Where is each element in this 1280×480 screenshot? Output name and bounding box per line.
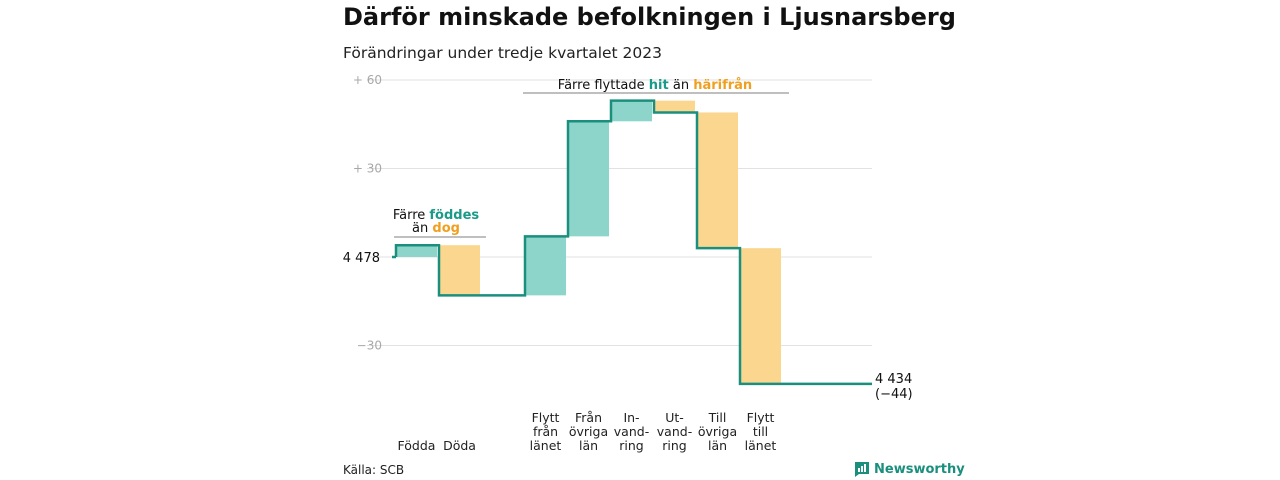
category-label: Flytt bbox=[747, 410, 775, 425]
newsworthy-logo-icon bbox=[855, 462, 869, 477]
waterfall-bar bbox=[525, 236, 566, 296]
category-label: ring bbox=[662, 438, 686, 453]
category-label: Flytt bbox=[532, 410, 560, 425]
waterfall-bar bbox=[568, 121, 609, 237]
step-line bbox=[394, 99, 872, 386]
chart-title: Därför minskade befolkningen i Ljusnarsb… bbox=[343, 3, 956, 31]
bar-layer bbox=[396, 100, 781, 384]
waterfall-bar bbox=[396, 245, 437, 257]
category-label: vand- bbox=[614, 424, 649, 439]
category-label: In- bbox=[623, 410, 639, 425]
chart-subtitle: Förändringar under tredje kvartalet 2023 bbox=[343, 44, 662, 62]
y-tick-label: −30 bbox=[357, 339, 382, 353]
annotation-moves: Färre flyttade hit än härifrån bbox=[558, 78, 752, 93]
category-label: länet bbox=[530, 438, 562, 453]
waterfall-bar bbox=[439, 245, 480, 296]
waterfall-bar bbox=[697, 112, 738, 249]
category-label: länet bbox=[745, 438, 777, 453]
source-note: Källa: SCB bbox=[343, 463, 405, 477]
annotation-births-line2: än dog bbox=[412, 221, 460, 236]
end-value-label: 4 434 bbox=[875, 372, 912, 387]
category-label: övriga bbox=[698, 424, 737, 439]
y-tick-label: + 60 bbox=[353, 73, 382, 87]
waterfall-bar bbox=[740, 248, 781, 384]
category-label: Ut- bbox=[665, 410, 684, 425]
brand-name: Newsworthy bbox=[874, 462, 965, 477]
waterfall-bar bbox=[611, 100, 652, 122]
category-label: Döda bbox=[443, 438, 476, 453]
annotation-births-line1: Färre föddes bbox=[393, 208, 480, 223]
category-label: Till bbox=[708, 410, 727, 425]
category-label: Födda bbox=[398, 438, 436, 453]
category-label: län bbox=[579, 438, 598, 453]
brand-logo[interactable]: Newsworthy bbox=[854, 461, 965, 478]
category-label: ring bbox=[619, 438, 643, 453]
end-change-label: (−44) bbox=[875, 387, 913, 402]
waterfall-bar bbox=[654, 100, 695, 113]
category-label: övriga bbox=[569, 424, 608, 439]
step-line-layer bbox=[392, 99, 872, 386]
category-label: Från bbox=[575, 410, 602, 425]
start-value-label: 4 478 bbox=[343, 251, 380, 266]
category-label: till bbox=[753, 424, 768, 439]
category-label: från bbox=[533, 424, 558, 439]
y-tick-label: + 30 bbox=[353, 162, 382, 176]
category-label: län bbox=[708, 438, 727, 453]
category-label: vand- bbox=[657, 424, 692, 439]
